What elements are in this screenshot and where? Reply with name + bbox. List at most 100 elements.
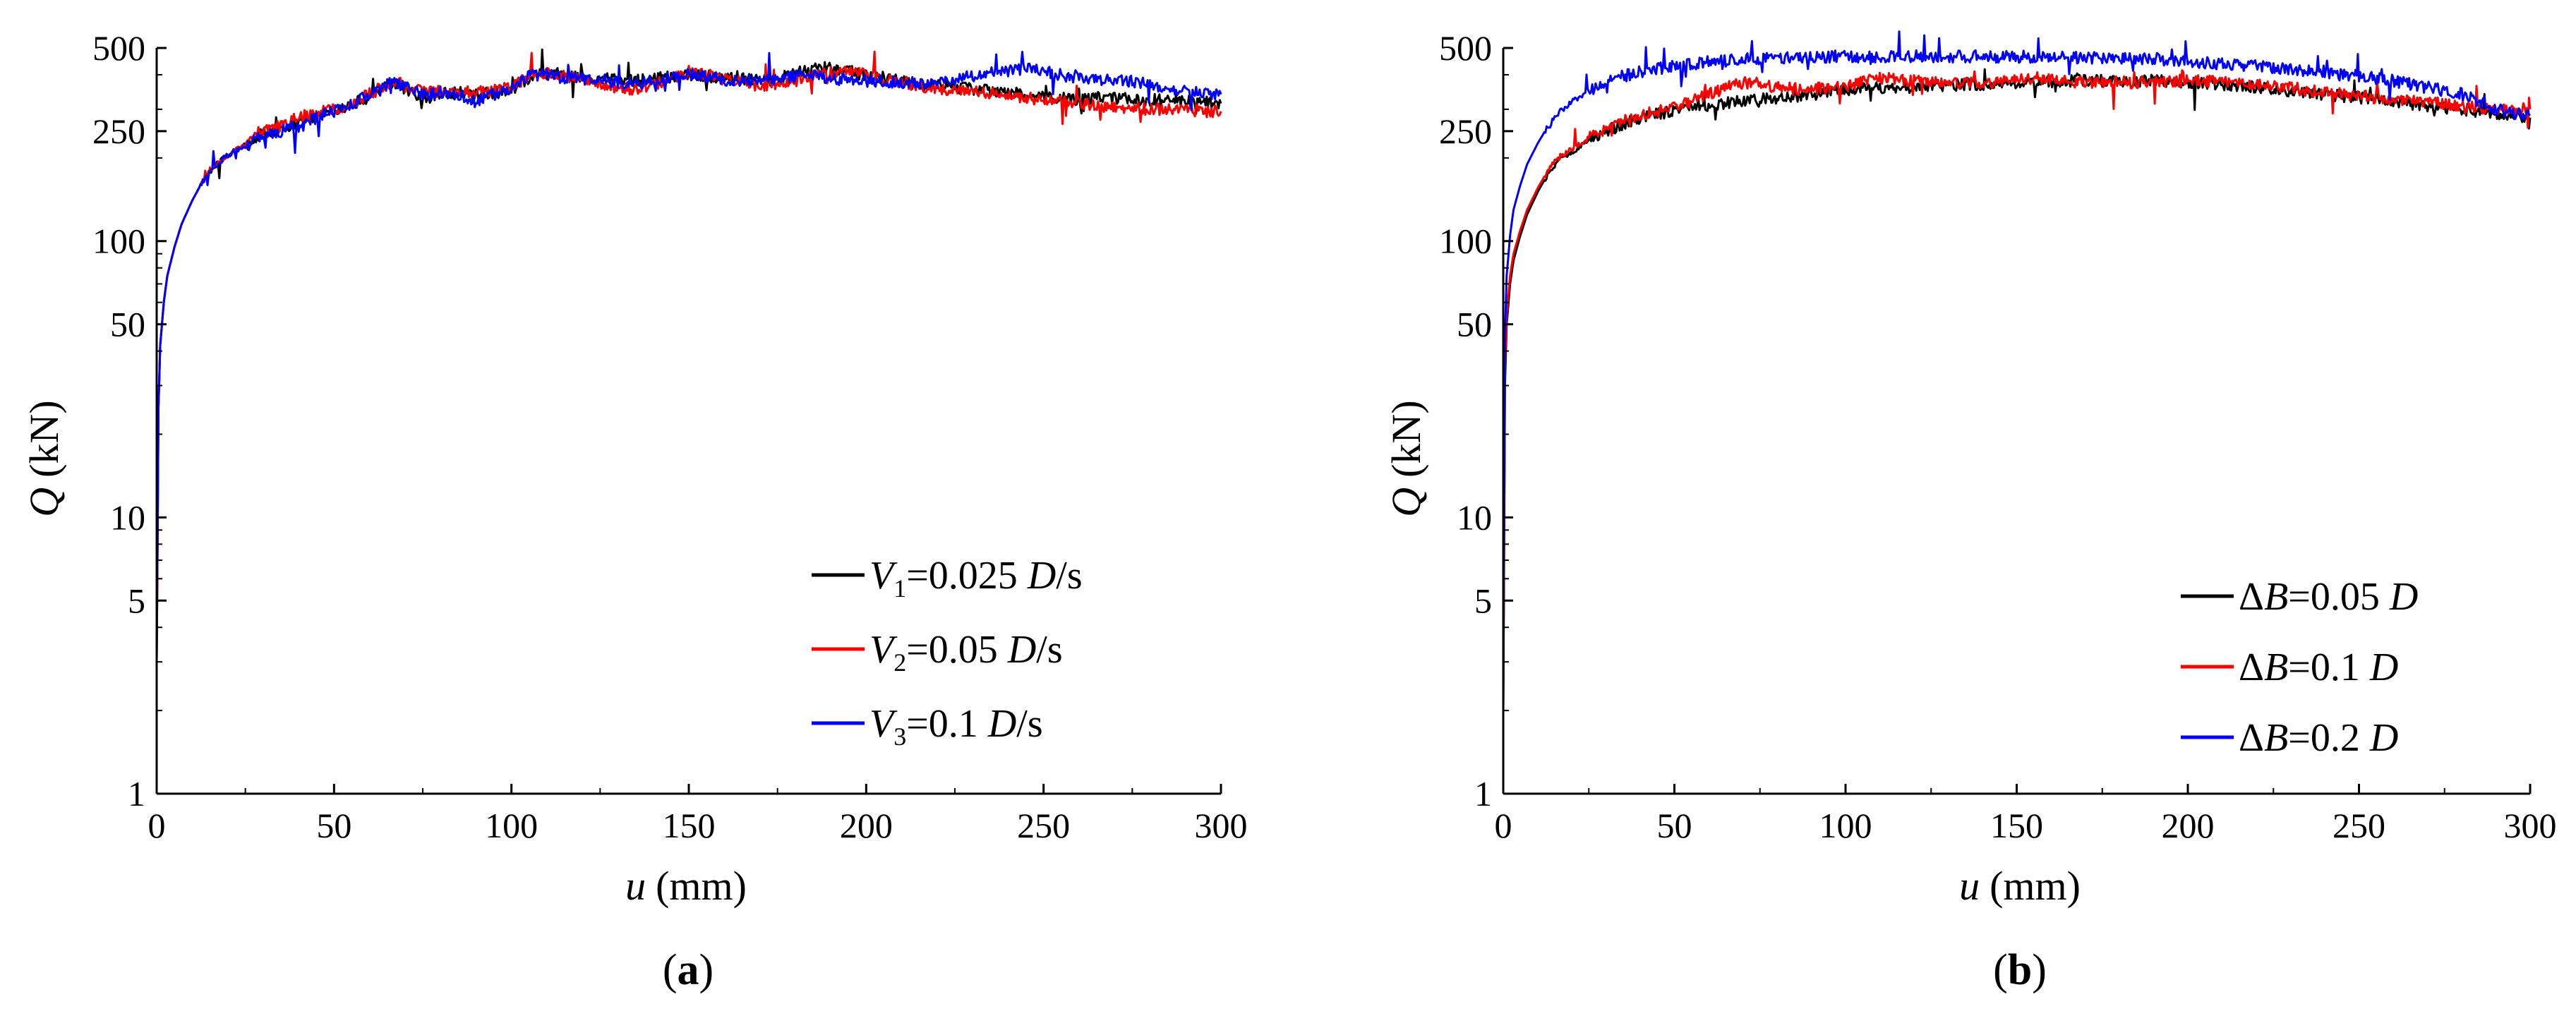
panel-b-legend-delta-b005: Δ — [2239, 575, 2264, 619]
panel-b-y-tick-label-1: 1 — [1474, 774, 1492, 813]
panel-b-axes: 0 50 100 150 200 250 300 1 5 10 50 100 250 500 — [1439, 28, 2557, 845]
panel-b-legend-item-b01: ΔB=0.1 D — [2181, 646, 2398, 689]
panel-b-series-layer — [1502, 30, 2532, 711]
panel-a-label-open: ( — [663, 946, 678, 994]
panel-a-xlabel-var: u — [625, 863, 646, 909]
svg-text:ΔB=0.1 D: ΔB=0.1 D — [2239, 646, 2398, 689]
panel-b-legend-value-b01: =0.1 — [2288, 646, 2370, 689]
panel-b-legend-delta-b01: Δ — [2239, 646, 2264, 689]
panel-b-ylabel-var: Q — [1383, 488, 1429, 517]
panel-a-x-axis-title: u (mm) — [625, 863, 747, 909]
svg-text:Q(kN): Q (kN) — [1383, 400, 1429, 516]
panel-b-legend-item-b005: ΔB=0.05 D — [2181, 575, 2418, 619]
panel-b-y-tick-label-100: 100 — [1439, 222, 1492, 261]
svg-text:ΔB=0.05 D: ΔB=0.05 D — [2239, 575, 2418, 619]
panel-a-legend-value-v2: =0.05 — [906, 628, 1008, 672]
panel-b-y-tick-label-10: 10 — [1457, 497, 1492, 537]
panel-a-legend-unit-v1: /s — [1056, 554, 1082, 598]
panel-a-x-tick-label-200: 200 — [840, 806, 893, 845]
panel-a-xlabel-unit: (mm) — [656, 863, 747, 909]
panel-b-x-tick-label-0: 0 — [1495, 806, 1512, 845]
panel-a-legend-d-v3: D — [987, 702, 1016, 746]
panel-a-label: (a) — [663, 946, 714, 994]
panel-b-x-tick-label-150: 150 — [1990, 806, 2043, 845]
panel-b-legend-d-b01: D — [2369, 646, 2398, 689]
panel-b-legend-var-b005: B — [2264, 575, 2288, 619]
svg-text:V3=0.1 D/s: V3=0.1 D/s — [869, 702, 1043, 751]
panel-b-legend-value-b005: =0.05 — [2288, 575, 2390, 619]
panel-b-series-line-2 — [1502, 69, 2532, 711]
panel-b-x-tick-label-250: 250 — [2333, 806, 2385, 845]
panel-a-legend-unit-v2: /s — [1036, 628, 1062, 672]
panel-b-label-close: ) — [2032, 946, 2047, 994]
panel-a-legend-sub-v1: 1 — [893, 574, 906, 603]
panel-a-ylabel-var: Q — [21, 488, 67, 517]
panel-b-legend-item-b02: ΔB=0.2 D — [2181, 716, 2398, 760]
panel-b-y-axis-title: Q (kN) — [1383, 400, 1429, 516]
panel-a-legend-item-v2: V2=0.05 D/s — [812, 628, 1063, 677]
svg-text:V2=0.05 D/s: V2=0.05 D/s — [869, 628, 1063, 677]
panel-b-label-letter: b — [2008, 946, 2032, 994]
panel-a-y-tick-label-100: 100 — [92, 222, 145, 261]
panel-a-series-layer — [155, 48, 1222, 662]
panel-b-legend-var-b02: B — [2264, 716, 2288, 760]
panel-b-legend-var-b01: B — [2264, 646, 2288, 689]
panel-a-series-line-3 — [155, 51, 1222, 662]
panel-a-axes: 0 50 100 150 200 250 300 1 5 10 50 100 250 500 — [92, 28, 1248, 845]
panel-b-y-tick-label-500: 500 — [1439, 28, 1492, 68]
panel-a-x-tick-label-100: 100 — [485, 806, 538, 845]
panel-b-x-tick-label-300: 300 — [2504, 806, 2557, 845]
svg-text:ΔB=0.2 D: ΔB=0.2 D — [2239, 716, 2398, 760]
panel-a-y-tick-label-5: 5 — [128, 581, 145, 620]
panel-b-ylabel-unit: (kN) — [1383, 400, 1429, 478]
panel-a-label-close: ) — [699, 946, 714, 994]
panel-a-y-tick-label-1: 1 — [128, 774, 145, 813]
panel-b-label: (b) — [1993, 946, 2047, 994]
panel-b-x-tick-label-200: 200 — [2162, 806, 2215, 845]
panel-b-y-tick-label-5: 5 — [1474, 581, 1492, 620]
panel-a-y-tick-label-10: 10 — [110, 497, 145, 537]
panel-b-legend-d-b005: D — [2389, 575, 2418, 619]
panel-b-legend-value-b02: =0.2 — [2288, 716, 2370, 760]
panel-a-legend-d-v1: D — [1027, 554, 1056, 598]
panel-b-legend-delta-b02: Δ — [2239, 716, 2264, 760]
panel-a-ylabel-unit: (kN) — [21, 400, 67, 478]
panel-b-x-tick-label-50: 50 — [1657, 806, 1692, 845]
panel-b-x-tick-label-100: 100 — [1819, 806, 1872, 845]
svg-text:u(mm): u (mm) — [625, 863, 747, 909]
panel-b-xlabel-var: u — [1959, 863, 1980, 909]
panel-a-legend-var-v2: V — [869, 628, 898, 672]
panel-a-x-tick-label-0: 0 — [148, 806, 166, 845]
panel-a-legend-d-v2: D — [1007, 628, 1036, 672]
panel-b-label-open: ( — [1993, 946, 2008, 994]
panel-b-y-tick-label-50: 50 — [1457, 305, 1492, 344]
panel-a-x-tick-label-150: 150 — [663, 806, 716, 845]
panel-a-legend-value-v1: =0.025 — [906, 554, 1028, 598]
panel-b-xlabel-unit: (mm) — [1990, 863, 2081, 909]
panel-a-y-tick-label-500: 500 — [92, 28, 145, 68]
panel-a-legend-item-v3: V3=0.1 D/s — [812, 702, 1043, 751]
panel-a-y-axis-title: Q (kN) — [21, 400, 67, 516]
panel-a-legend-var-v3: V — [869, 702, 898, 746]
panel-a-legend-sub-v3: 3 — [893, 722, 906, 751]
panel-a-legend: V1=0.025 D/s V2=0.05 D/s V3=0.1 D/s — [812, 554, 1083, 751]
panel-a-legend-item-v1: V1=0.025 D/s — [812, 554, 1083, 603]
panel-a-legend-value-v3: =0.1 — [906, 702, 988, 746]
svg-text:u(mm): u (mm) — [1959, 863, 2081, 909]
panel-a-legend-var-v1: V — [869, 554, 898, 598]
panel-a-x-tick-label-300: 300 — [1195, 806, 1248, 845]
panel-a-y-tick-label-250: 250 — [92, 111, 145, 151]
panel-a-x-tick-label-250: 250 — [1017, 806, 1070, 845]
svg-text:V1=0.025 D/s: V1=0.025 D/s — [869, 554, 1083, 603]
panel-b-y-tick-label-250: 250 — [1439, 111, 1492, 151]
panel-a-y-tick-label-50: 50 — [110, 305, 145, 344]
panel-a-label-letter: a — [678, 946, 699, 994]
panel-a-legend-sub-v2: 2 — [893, 648, 906, 677]
panel-a-legend-unit-v3: /s — [1016, 702, 1042, 746]
panel-b-legend: ΔB=0.05 D ΔB=0.1 D ΔB=0.2 D — [2181, 575, 2418, 760]
panel-b-legend-d-b02: D — [2369, 716, 2398, 760]
panel-b-series-line-3 — [1502, 30, 2531, 711]
